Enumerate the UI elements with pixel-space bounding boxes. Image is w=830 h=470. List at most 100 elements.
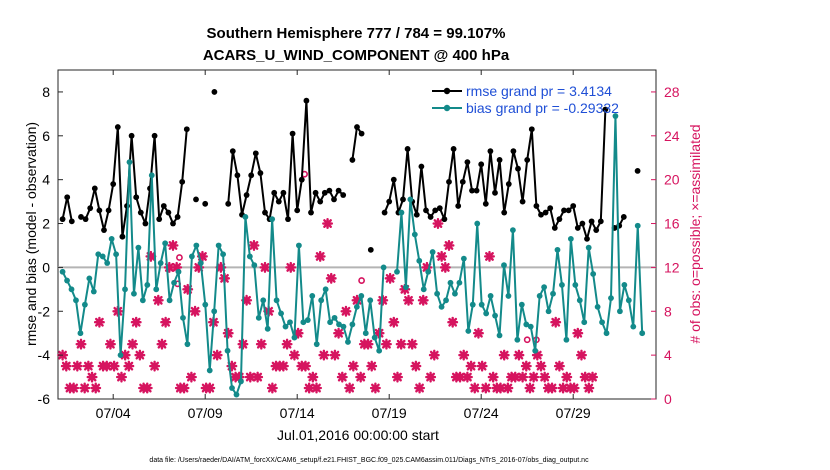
bias-point bbox=[545, 308, 552, 315]
bias-point bbox=[273, 297, 280, 304]
y-axis-label: rmse and bias (model - observation) bbox=[23, 122, 39, 346]
bias-point bbox=[599, 319, 605, 326]
y-axis-right-label: # of obs: o=possible; ×=assimilated bbox=[687, 124, 703, 343]
rmse-point bbox=[464, 159, 471, 166]
obs-assimilated-marker bbox=[226, 360, 238, 372]
bias-point bbox=[483, 310, 490, 317]
bias-point bbox=[496, 332, 503, 339]
rmse-point bbox=[551, 225, 558, 231]
obs-assimilated-marker bbox=[189, 305, 201, 317]
bias-point bbox=[474, 220, 481, 227]
rmse-point bbox=[257, 170, 264, 176]
obs-assimilated-marker bbox=[425, 371, 437, 383]
rmse-point bbox=[101, 227, 107, 234]
bias-point bbox=[501, 262, 507, 269]
obs-assimilated-marker bbox=[388, 316, 400, 328]
rmse-point bbox=[381, 209, 388, 216]
bias-point bbox=[313, 341, 320, 348]
rmse-point bbox=[482, 200, 489, 207]
obs-assimilated-marker bbox=[123, 360, 135, 372]
rmse-point bbox=[450, 146, 457, 152]
obs-assimilated-marker bbox=[502, 382, 514, 394]
bias-point bbox=[585, 244, 592, 251]
bias-point bbox=[572, 282, 579, 288]
bias-point bbox=[104, 260, 111, 266]
obs-assimilated-marker bbox=[115, 371, 127, 383]
obs-assimilated-marker bbox=[487, 371, 499, 383]
bias-point bbox=[246, 253, 253, 260]
rmse-point bbox=[620, 214, 627, 220]
y-right-tick-label: 24 bbox=[664, 128, 680, 144]
obs-assimilated-marker bbox=[108, 360, 120, 372]
rmse-point bbox=[413, 211, 420, 218]
bias-point bbox=[362, 330, 369, 337]
bias-point bbox=[367, 297, 374, 304]
obs-assimilated-marker bbox=[160, 316, 172, 328]
rmse-point bbox=[597, 218, 604, 225]
bias-point bbox=[166, 297, 173, 304]
rmse-point bbox=[68, 218, 75, 225]
bias-point bbox=[135, 244, 142, 251]
obs-assimilated-marker bbox=[347, 360, 359, 372]
obs-assimilated-marker bbox=[391, 371, 403, 383]
bias-point bbox=[211, 308, 218, 315]
obs-assimilated-marker bbox=[266, 382, 278, 394]
bias-point bbox=[197, 260, 204, 266]
bias-point bbox=[180, 314, 186, 321]
bias-point bbox=[492, 312, 498, 319]
x-tick-label: 07/24 bbox=[464, 405, 499, 421]
chart-title-line2: ACARS_U_WIND_COMPONENT @ 400 hPa bbox=[203, 47, 510, 64]
bias-point bbox=[510, 227, 516, 234]
bias-point bbox=[527, 323, 534, 330]
rmse-point bbox=[248, 172, 255, 179]
bias-point bbox=[278, 310, 284, 317]
obs-assimilated-marker bbox=[311, 382, 323, 394]
obs-assimilated-marker bbox=[318, 349, 330, 361]
obs-assimilated-marker bbox=[421, 261, 433, 273]
bias-point bbox=[99, 253, 106, 260]
bias-point bbox=[139, 297, 146, 304]
rmse-point bbox=[547, 205, 554, 212]
obs-assimilated-marker bbox=[480, 382, 492, 394]
obs-assimilated-marker bbox=[336, 371, 348, 383]
bias-point bbox=[403, 284, 409, 291]
bias-point bbox=[407, 196, 414, 203]
bias-point bbox=[64, 277, 70, 284]
obs-assimilated-marker bbox=[71, 360, 83, 372]
obs-assimilated-marker bbox=[369, 382, 381, 394]
bias-point bbox=[131, 290, 137, 297]
bias-point bbox=[465, 328, 472, 334]
obs-assimilated-marker bbox=[520, 360, 532, 372]
obs-assimilated-marker bbox=[82, 360, 94, 372]
rmse-point bbox=[528, 126, 535, 133]
y-right-tick-label: 28 bbox=[664, 84, 680, 100]
rmse-point bbox=[128, 132, 135, 139]
obs-assimilated-marker bbox=[469, 382, 481, 394]
y-tick-label: 0 bbox=[42, 259, 50, 275]
bias-point bbox=[77, 330, 84, 337]
rmse-point bbox=[367, 246, 374, 253]
bias-point bbox=[550, 290, 556, 297]
bias-point bbox=[398, 209, 405, 216]
bias-point bbox=[358, 293, 365, 299]
obs-assimilated-marker bbox=[575, 349, 587, 361]
obs-assimilated-marker bbox=[362, 338, 374, 350]
rmse-point bbox=[91, 185, 98, 192]
obs-assimilated-marker bbox=[579, 371, 591, 383]
bias-point bbox=[193, 242, 200, 249]
rmse-point bbox=[427, 214, 434, 220]
rmse-point bbox=[312, 189, 319, 196]
rmse-point bbox=[156, 216, 163, 223]
rmse-point bbox=[114, 124, 121, 130]
obs-assimilated-marker bbox=[329, 349, 341, 361]
x-axis-label: Jul.01,2016 00:00:00 start bbox=[277, 427, 439, 443]
obs-assimilated-marker bbox=[572, 327, 584, 339]
rmse-point bbox=[510, 148, 517, 155]
bias-point bbox=[447, 279, 454, 286]
obs-assimilated-marker bbox=[550, 316, 562, 328]
rmse-point bbox=[524, 157, 531, 163]
bias-point bbox=[590, 271, 597, 277]
obs-assimilated-marker bbox=[403, 294, 415, 306]
bias-point bbox=[175, 268, 182, 275]
y-right-tick-label: 0 bbox=[664, 391, 672, 407]
